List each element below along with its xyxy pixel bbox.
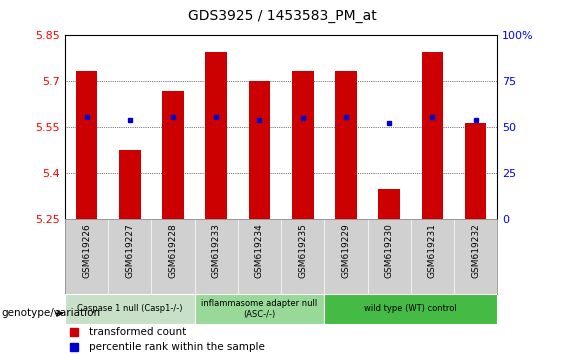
Bar — [335, 71, 357, 219]
Text: GSM619227: GSM619227 — [125, 223, 134, 278]
Text: GSM619229: GSM619229 — [341, 223, 350, 278]
Text: GSM619232: GSM619232 — [471, 223, 480, 278]
Text: GSM619234: GSM619234 — [255, 223, 264, 278]
Text: transformed count: transformed count — [89, 327, 186, 337]
Text: wild type (WT) control: wild type (WT) control — [364, 304, 457, 313]
Bar — [379, 189, 400, 219]
Bar — [206, 52, 227, 219]
Text: percentile rank within the sample: percentile rank within the sample — [89, 342, 264, 352]
Text: GSM619231: GSM619231 — [428, 223, 437, 278]
Bar — [292, 71, 314, 219]
Bar — [421, 52, 443, 219]
Text: GSM619230: GSM619230 — [385, 223, 394, 278]
Text: GSM619235: GSM619235 — [298, 223, 307, 278]
Bar — [249, 81, 270, 219]
Bar — [194, 294, 324, 324]
Text: GDS3925 / 1453583_PM_at: GDS3925 / 1453583_PM_at — [188, 9, 377, 23]
Text: GSM619228: GSM619228 — [168, 223, 177, 278]
Text: GSM619233: GSM619233 — [212, 223, 221, 278]
Text: genotype/variation: genotype/variation — [1, 308, 100, 318]
Bar — [76, 71, 97, 219]
Bar — [465, 123, 486, 219]
Text: inflammasome adapter null
(ASC-/-): inflammasome adapter null (ASC-/-) — [201, 299, 318, 319]
Bar — [324, 294, 497, 324]
Bar — [65, 294, 194, 324]
Text: Caspase 1 null (Casp1-/-): Caspase 1 null (Casp1-/-) — [77, 304, 182, 313]
Bar — [119, 150, 141, 219]
Text: GSM619226: GSM619226 — [82, 223, 91, 278]
Bar — [162, 91, 184, 219]
